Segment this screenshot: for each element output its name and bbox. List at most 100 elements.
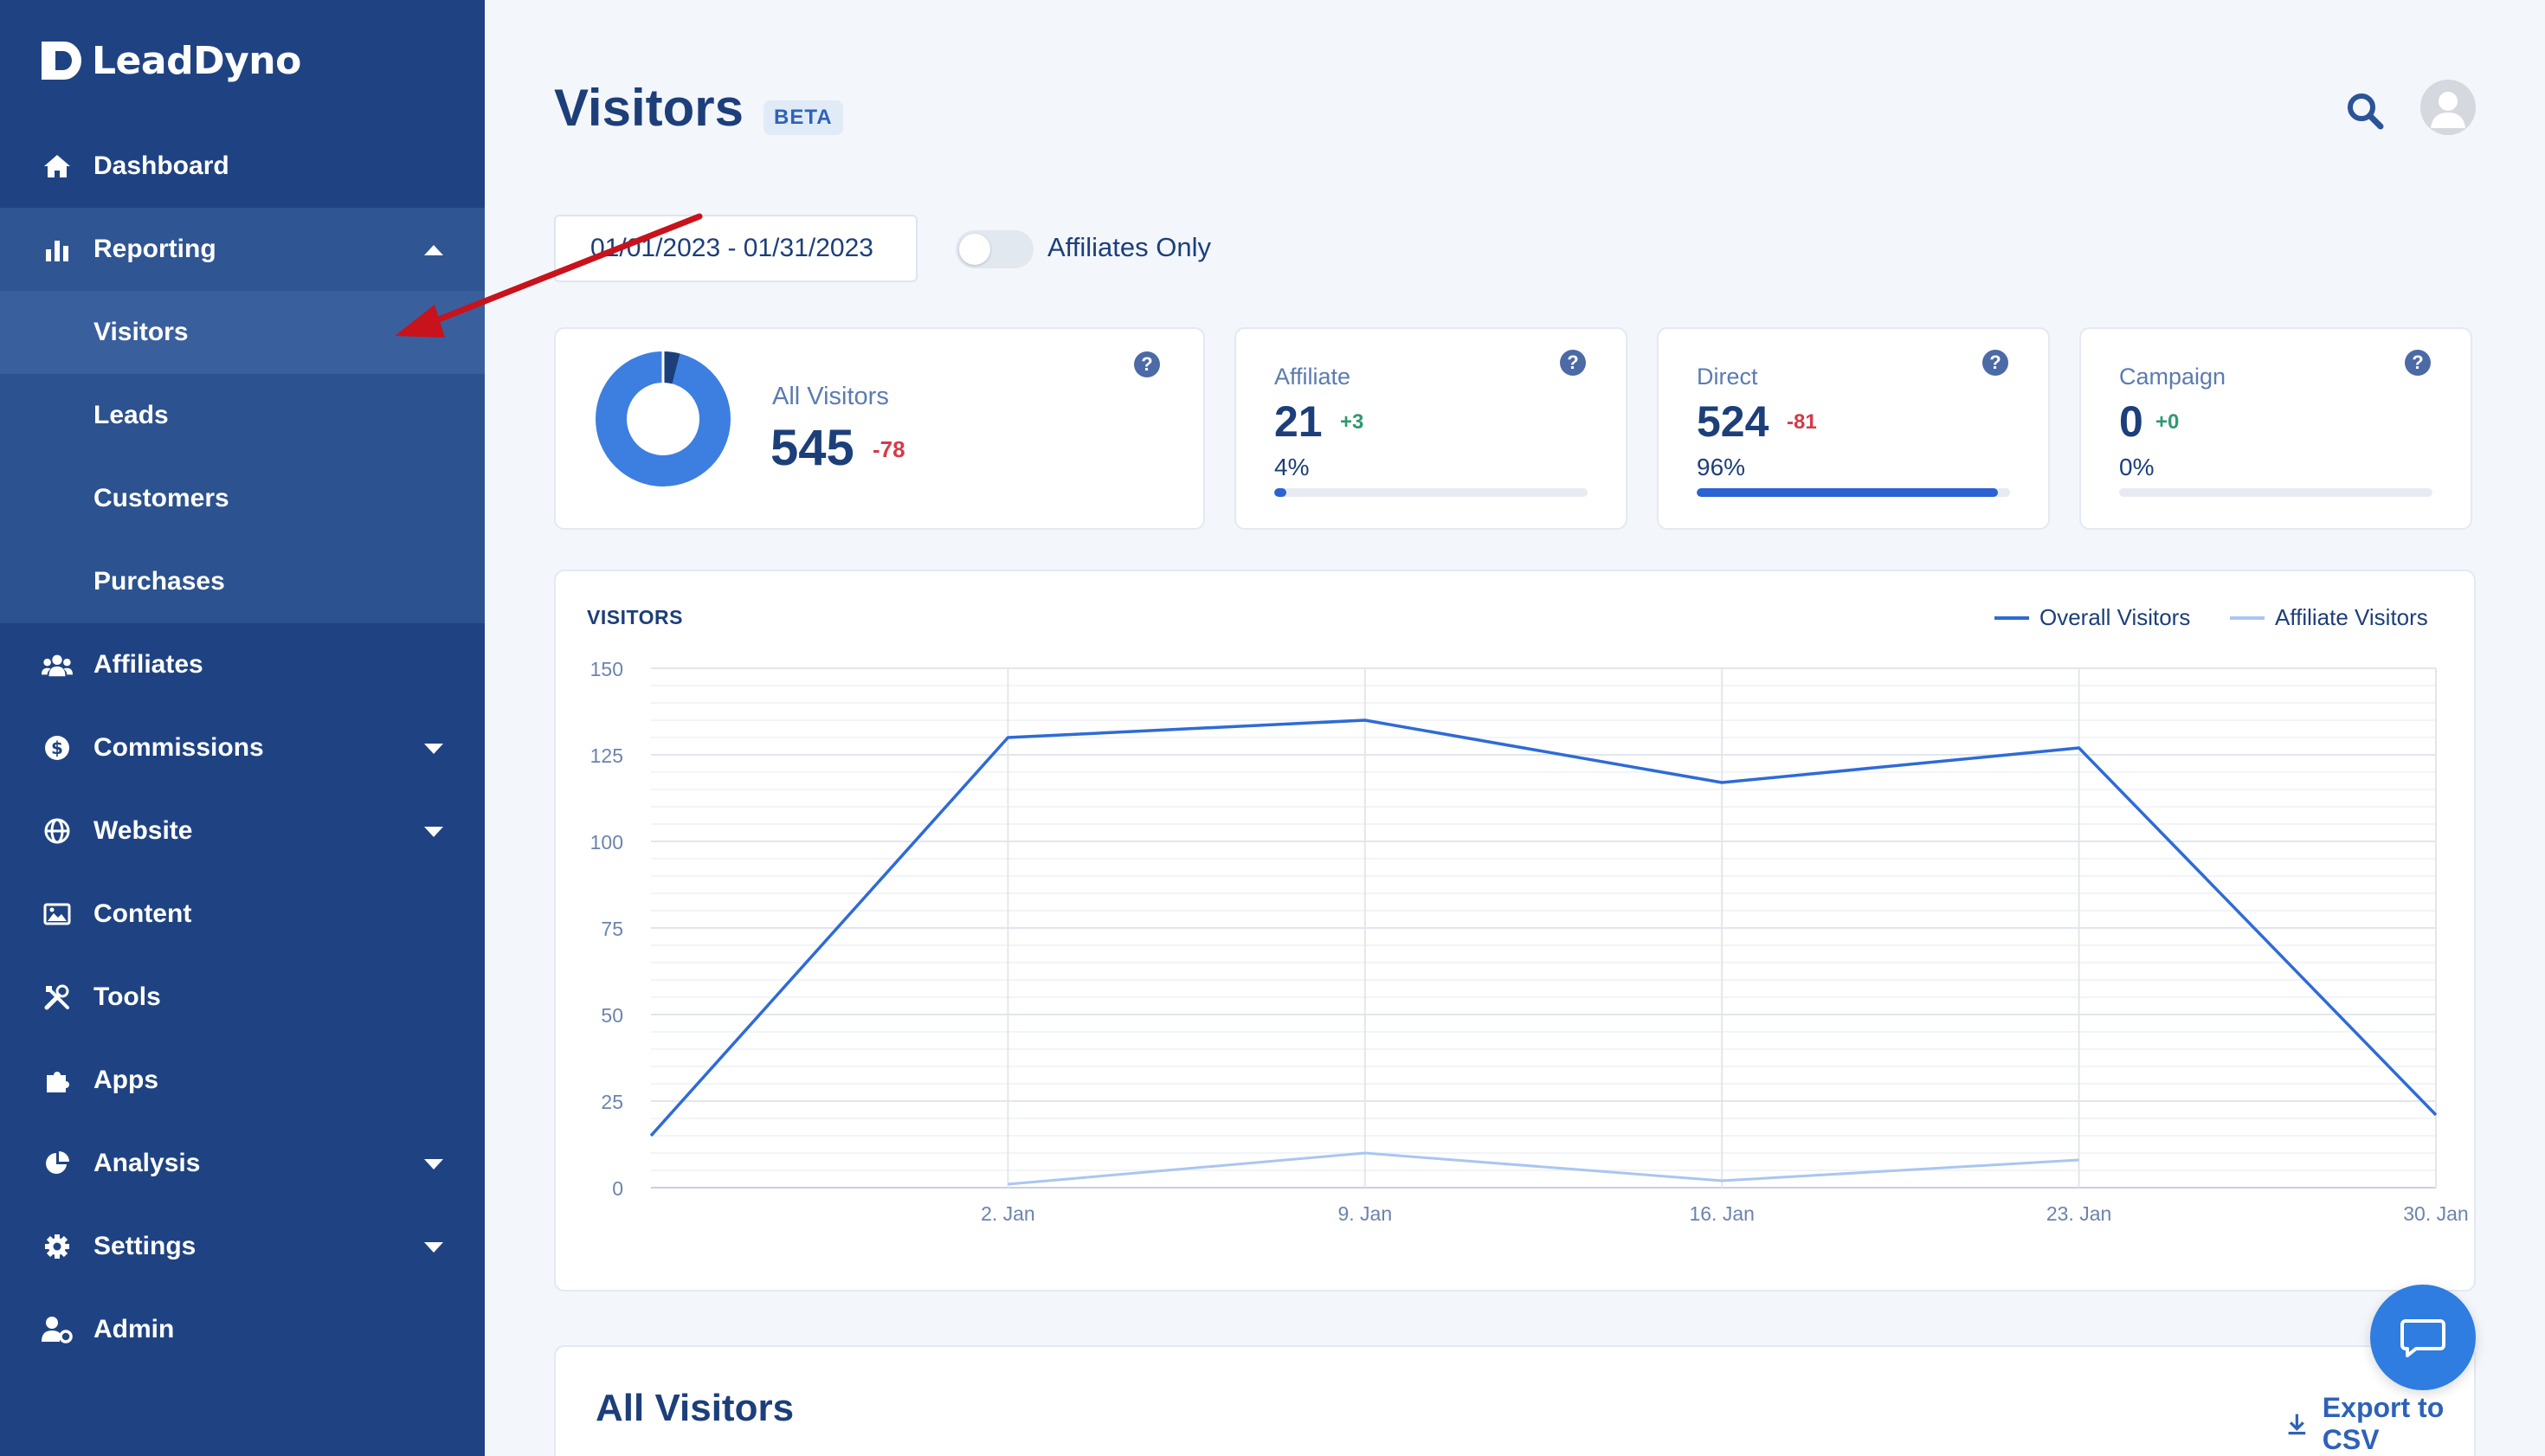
sidebar-item-label: Commissions [93,733,264,762]
toggle-knob [959,234,990,265]
sidebar: LeadDyno Dashboard Reporting Visitors Le… [0,0,485,1456]
sidebar-subitem-purchases[interactable]: Purchases [93,567,225,596]
chevron-down-icon [424,743,443,758]
visitors-chart-card: VISITORS Overall Visitors Affiliate Visi… [554,570,2476,1292]
pie-chart-icon [42,1148,73,1179]
reporting-submenu: Visitors Leads Customers Purchases [0,291,485,623]
chevron-down-icon [424,826,443,841]
globe-icon [42,815,73,847]
sidebar-item-label: Apps [93,1066,158,1094]
sidebar-item-label: Tools [93,982,161,1011]
image-icon [42,899,73,930]
main-content: Visitors BETA 01/01/2023 - 01/31/2023 Af… [485,0,2545,1456]
y-tick-label: 125 [590,744,623,767]
puzzle-icon [42,1065,73,1096]
x-tick-label: 2. Jan [981,1202,1035,1225]
y-tick-label: 50 [601,1004,623,1027]
user-avatar-icon [2420,80,2476,135]
sidebar-item-analysis[interactable]: Analysis [0,1122,485,1205]
all-visitors-card: All Visitors 545 -78 ? [554,327,1205,530]
gear-icon [42,1231,73,1262]
y-tick-label: 100 [590,831,623,854]
legend-label: Affiliate Visitors [2275,604,2428,630]
affiliates-only-label: Affiliates Only [1047,232,1211,262]
svg-text:$: $ [51,738,63,758]
affiliate-progress-fill [1274,488,1287,497]
legend-swatch [2230,615,2265,620]
help-icon[interactable]: ? [1560,350,1586,376]
legend-affiliate[interactable]: Affiliate Visitors [2230,604,2428,631]
help-icon[interactable]: ? [2405,350,2431,376]
bar-chart-icon [42,234,73,265]
x-tick-label: 9. Jan [1337,1202,1392,1225]
x-tick-label: 16. Jan [1689,1202,1754,1225]
legend-overall[interactable]: Overall Visitors [1994,604,2190,631]
date-range-picker[interactable]: 01/01/2023 - 01/31/2023 [554,215,918,282]
chat-button[interactable] [2370,1285,2476,1390]
chart-title: VISITORS [587,606,683,628]
sidebar-item-admin[interactable]: Admin [0,1288,485,1371]
y-tick-label: 75 [601,918,623,940]
sidebar-item-label: Content [93,899,192,928]
logo[interactable]: LeadDyno [42,38,301,83]
search-button[interactable] [2344,90,2386,132]
affiliate-percent: 4% [1274,454,1310,480]
search-icon [2348,93,2384,130]
sidebar-item-tools[interactable]: Tools [0,956,485,1039]
all-visitors-delta: -78 [873,436,905,462]
affiliate-label: Affiliate [1274,364,1351,390]
affiliates-only-toggle[interactable] [956,230,1034,268]
dollar-icon: $ [42,732,73,763]
export-label: Export to CSV [2322,1392,2445,1455]
sidebar-item-reporting[interactable]: Reporting [0,208,485,291]
donut-slice-affiliate [662,351,680,384]
campaign-value: 0 [2119,397,2143,446]
help-icon[interactable]: ? [1982,350,2008,376]
campaign-card: Campaign 0 +0 0% ? [2079,327,2472,530]
chevron-down-icon [424,1158,443,1174]
sidebar-item-label: Dashboard [93,151,229,180]
sidebar-subitem-leads[interactable]: Leads [93,401,169,429]
chat-bubble-icon [2400,1319,2445,1357]
sidebar-item-commissions[interactable]: $ Commissions [0,706,485,789]
brand-name: LeadDyno [92,38,301,83]
sidebar-subitem-customers[interactable]: Customers [93,484,229,512]
affiliate-value: 21 [1274,397,1323,446]
chevron-up-icon [424,244,443,260]
sidebar-item-affiliates[interactable]: Affiliates [0,623,485,706]
leaddyno-logo-icon [42,42,81,80]
sidebar-item-website[interactable]: Website [0,789,485,873]
series-line-affiliate-visitors [1008,1151,2079,1186]
y-tick-label: 0 [612,1177,623,1200]
sidebar-item-label: Affiliates [93,650,203,679]
direct-progress-bar [1697,488,2010,497]
direct-value: 524 [1697,397,1769,446]
all-visitors-label: All Visitors [772,383,889,410]
sidebar-subitem-visitors[interactable]: Visitors [0,291,485,374]
y-tick-label: 150 [590,658,623,680]
x-tick-label: 23. Jan [2046,1202,2111,1225]
sidebar-item-label: Website [93,816,193,845]
sidebar-item-apps[interactable]: Apps [0,1039,485,1122]
sidebar-item-label: Reporting [93,235,216,263]
visitors-donut-chart [596,350,731,486]
export-csv-button[interactable]: Export to CSV [2287,1392,2474,1456]
campaign-percent: 0% [2119,454,2155,480]
sidebar-item-label: Analysis [93,1149,201,1177]
sidebar-item-dashboard[interactable]: Dashboard [0,125,485,208]
sidebar-item-label: Admin [93,1315,175,1343]
help-icon[interactable]: ? [1134,351,1160,377]
affiliate-delta: +3 [1340,410,1364,434]
visitors-line-chart: 0 25 50 75 100 125 150 2. Jan 9. Jan 16. Jan 23. J… [590,658,2469,1225]
x-tick-label: 30. Jan [2403,1202,2468,1225]
tools-icon [42,982,73,1013]
sidebar-item-content[interactable]: Content [0,873,485,956]
direct-label: Direct [1697,364,1758,390]
avatar[interactable] [2420,80,2476,135]
user-gear-icon [42,1314,73,1345]
chevron-down-icon [424,1241,443,1257]
all-visitors-value: 545 [770,420,854,476]
sidebar-item-settings[interactable]: Settings [0,1205,485,1288]
direct-card: Direct 524 -81 96% ? [1657,327,2050,530]
sidebar-nav: Dashboard Reporting Visitors Leads Custo… [0,125,485,1371]
